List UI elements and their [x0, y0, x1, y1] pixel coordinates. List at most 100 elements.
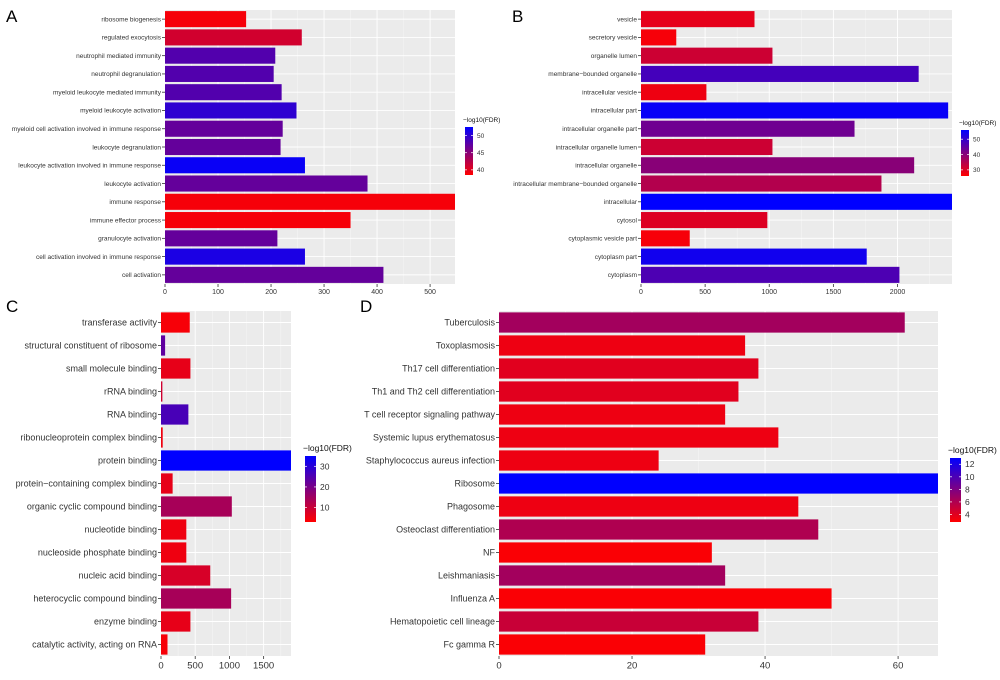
category-label: myeloid leukocyte activation	[80, 108, 161, 115]
bar	[165, 248, 305, 265]
bar	[165, 102, 297, 119]
legend-title: −log10(FDR)	[303, 443, 352, 453]
panel-c: C 0 500 1000 1500 transferase activity structu…	[6, 297, 352, 672]
bar	[499, 335, 746, 356]
bar	[161, 496, 232, 517]
bar	[641, 29, 677, 46]
bar	[161, 312, 190, 333]
x-tick-label: 200	[265, 289, 277, 296]
panel-letter: D	[360, 297, 372, 316]
panel-letter: A	[6, 7, 18, 26]
bar	[641, 65, 919, 82]
bar	[161, 519, 187, 540]
category-label: T cell receptor signaling pathway	[364, 410, 495, 420]
bar	[641, 11, 755, 28]
bar	[161, 404, 189, 425]
bar	[161, 611, 191, 632]
legend-gradient-bar	[305, 456, 316, 522]
bar	[165, 212, 351, 229]
bar	[499, 450, 659, 471]
color-legend: −log10(FDR) 30 40 50	[959, 120, 996, 176]
category-label: cytoplasm part	[595, 254, 637, 261]
bar	[499, 381, 739, 402]
legend-gradient-bar	[950, 458, 961, 522]
bar	[641, 157, 915, 174]
x-tick-label: 500	[699, 289, 711, 296]
bar	[499, 611, 759, 632]
category-label: leukocyte activation involved in immune …	[18, 163, 161, 170]
category-label: ribosome biogenesis	[101, 16, 161, 23]
category-label: intracellular membrane−bounded organelle	[513, 181, 637, 188]
bar	[641, 120, 855, 137]
bar	[499, 519, 819, 540]
category-label: vesicle	[617, 16, 637, 23]
legend-tick-label: 30	[320, 461, 330, 471]
x-tick-label: 0	[158, 661, 163, 672]
category-label: secretory vesicle	[589, 35, 638, 42]
category-label: intracellular vesicle	[582, 89, 637, 96]
bar	[641, 47, 773, 64]
x-tick-label: 1000	[761, 289, 777, 296]
category-label: Influenza A	[450, 594, 495, 604]
category-label: transferase activity	[82, 318, 158, 328]
category-label: Toxoplasmosis	[436, 341, 496, 351]
category-label: Hematopoietic cell lineage	[390, 617, 495, 627]
x-tick-label: 1000	[219, 661, 240, 672]
category-label: Phagosome	[447, 502, 495, 512]
bar	[161, 473, 173, 494]
category-label: nucleic acid binding	[78, 571, 157, 581]
x-tick-label: 400	[371, 289, 383, 296]
category-label: Tuberculosis	[444, 318, 495, 328]
legend-tick-label: 10	[320, 503, 330, 513]
legend-tick-label: 40	[477, 167, 485, 174]
bar	[165, 157, 305, 174]
legend-tick-label: 8	[965, 484, 970, 494]
color-legend: −log10(FDR) 10 20 30	[303, 443, 352, 522]
legend-tick-label: 30	[973, 167, 981, 174]
x-tick-label: 2000	[890, 289, 906, 296]
legend-tick-label: 12	[965, 459, 975, 469]
category-label: neutrophil mediated immunity	[76, 53, 162, 60]
category-label: cytosol	[617, 217, 638, 224]
legend-title: −log10(FDR)	[959, 120, 996, 127]
bar	[165, 175, 368, 192]
category-label: Osteoclast differentiation	[396, 525, 495, 535]
bar	[161, 565, 211, 586]
bar	[641, 248, 867, 265]
category-label: intracellular organelle	[575, 163, 637, 170]
bar	[641, 102, 949, 119]
category-label: intracellular	[604, 199, 638, 206]
legend-tick-label: 10	[965, 472, 975, 482]
category-label: immune response	[109, 199, 161, 206]
category-label: organic cyclic compound binding	[27, 502, 157, 512]
category-label: Systemic lupus erythematosus	[373, 433, 496, 443]
bar	[165, 138, 281, 156]
category-label: cell activation involved in immune respo…	[36, 254, 161, 261]
x-tick-label: 20	[627, 661, 638, 672]
category-label: regulated exocytosis	[102, 35, 162, 42]
bar	[641, 193, 952, 210]
x-tick-label: 500	[187, 661, 203, 672]
bar	[161, 427, 163, 448]
category-label: organelle lumen	[591, 53, 638, 60]
category-label: cell activation	[122, 272, 161, 279]
x-tick-label: 1500	[826, 289, 842, 296]
category-label: small molecule binding	[66, 364, 157, 374]
bar	[161, 358, 191, 379]
category-label: leukocyte activation	[104, 181, 161, 188]
bar	[165, 29, 302, 46]
category-label: structural constituent of ribosome	[24, 341, 157, 351]
legend-title: −log10(FDR)	[948, 445, 997, 455]
legend-gradient-bar	[961, 130, 969, 176]
category-label: protein binding	[98, 456, 157, 466]
panel-a: A 0 100 200 300 400 500 ribosome biogenesis regu…	[6, 7, 500, 296]
category-label: heterocyclic compound binding	[33, 594, 157, 604]
legend-tick-label: 4	[965, 509, 970, 519]
category-label: granulocyte activation	[98, 236, 161, 243]
x-tick-label: 300	[318, 289, 330, 296]
bar	[499, 427, 779, 448]
category-label: RNA binding	[107, 410, 157, 420]
bar	[499, 404, 726, 425]
legend-tick-label: 40	[973, 152, 981, 159]
